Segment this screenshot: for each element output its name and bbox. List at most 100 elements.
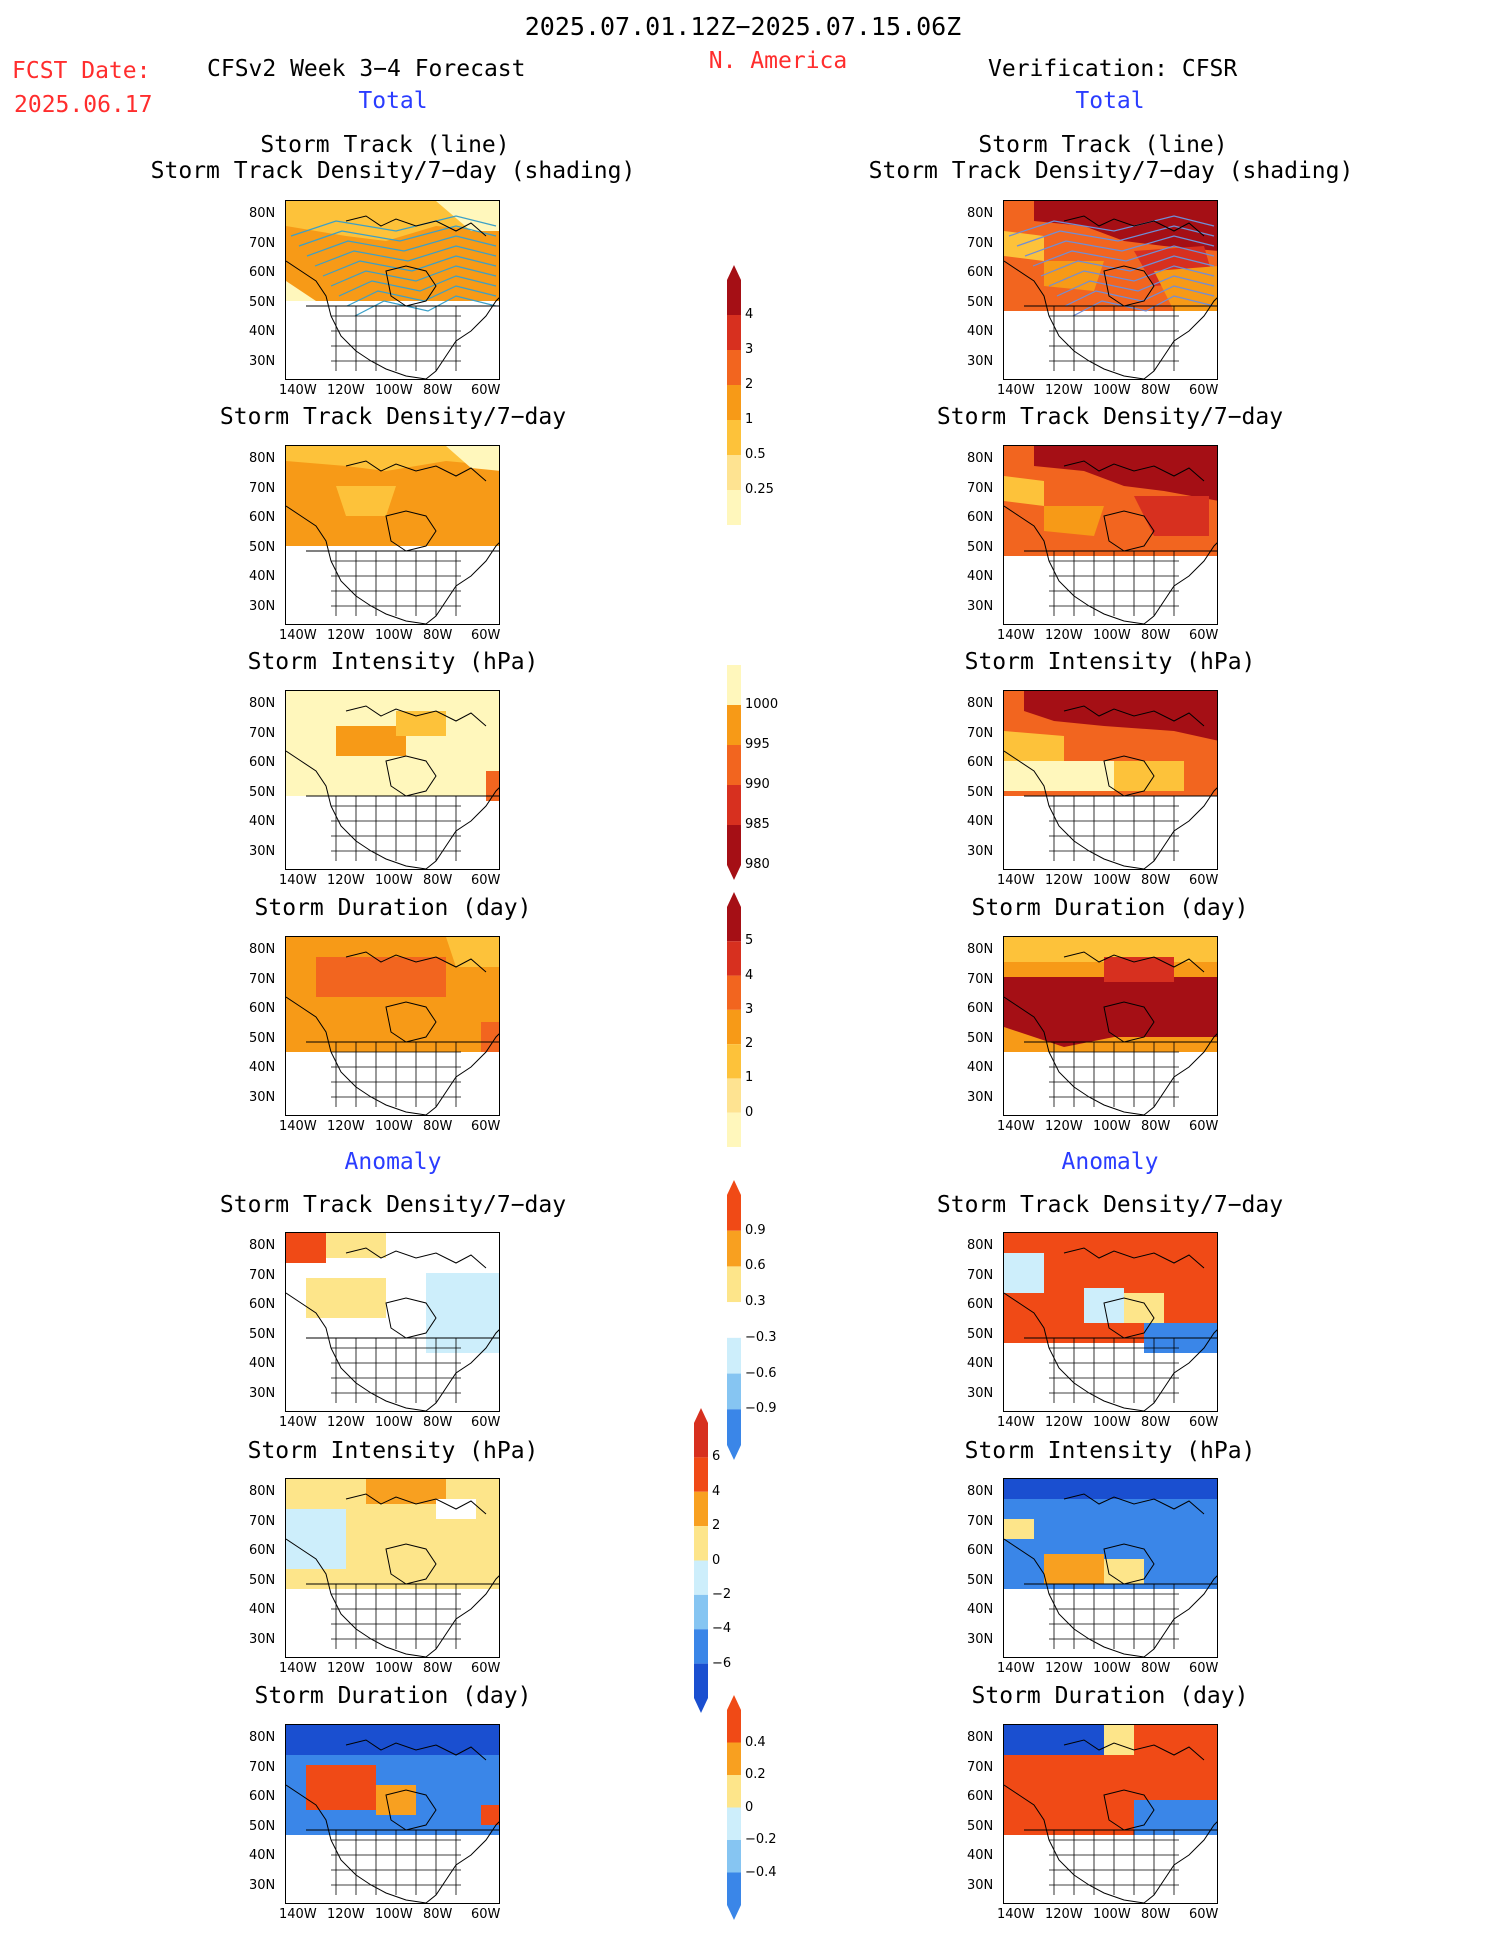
colorbar-top-arrow (727, 892, 741, 907)
colorbar-label: −0.6 (745, 1365, 777, 1381)
period-title: 2025.07.01.12Z−2025.07.15.06Z (524, 12, 962, 41)
lon-tick-label: 60W (471, 873, 501, 888)
lat-tick-label: 40N (249, 814, 276, 829)
shading-region (486, 771, 499, 801)
colorbar-segment (727, 1409, 741, 1445)
map-density-right (1003, 445, 1218, 625)
anomaly-label-right: Anomaly (1061, 1149, 1159, 1175)
left-column-title: CFSv2 Week 3−4 Forecast (207, 56, 526, 82)
shading-region (366, 1479, 446, 1504)
colorbar-label: 995 (745, 737, 770, 752)
arctic-islands (1063, 460, 1205, 482)
map-duration-left (285, 936, 500, 1116)
shading-region (396, 711, 446, 736)
colorbar-label: −0.4 (745, 1864, 777, 1880)
lat-tick-label: 70N (967, 971, 994, 987)
lat-tick-label: 40N (967, 569, 994, 584)
lat-tick-label: 60N (967, 1001, 994, 1016)
lat-tick-label: 30N (249, 1089, 276, 1105)
lon-tick-label: 140W (997, 1415, 1035, 1430)
panel-title-density-anom-right: Storm Track Density/7−day (936, 1192, 1284, 1218)
storm-track-line (1016, 225, 1215, 247)
state-boundaries (1024, 1829, 1217, 1895)
hudson-bay-outline (385, 755, 437, 797)
colorbar-bottom-arrow (727, 1905, 741, 1920)
shading-region (1104, 957, 1174, 982)
shading-region (1034, 446, 1217, 501)
lat-tick-label: 80N (249, 1238, 276, 1253)
state-boundaries (1024, 1337, 1217, 1403)
coastline (1004, 505, 1217, 624)
colorbar-segment (727, 1078, 741, 1113)
colorbar-segment (727, 907, 741, 942)
lon-tick-label: 120W (327, 628, 365, 643)
lat-tick-label: 50N (249, 294, 276, 310)
lat-tick-label: 50N (249, 784, 276, 800)
lat-tick-label: 60N (967, 510, 994, 525)
lon-tick-label: 120W (1045, 1907, 1083, 1922)
colorbar-segment (727, 1230, 741, 1267)
lat-tick-label: 40N (967, 1060, 994, 1075)
lon-tick-label: 120W (327, 1907, 365, 1922)
state-boundaries (306, 1829, 499, 1895)
panel-title-track-shading-left: Storm Track Density/7−day (shading) (150, 158, 636, 184)
panel-title-density-left: Storm Track Density/7−day (219, 404, 567, 430)
lat-tick-label: 70N (249, 725, 276, 741)
shading-region (446, 937, 499, 967)
lon-tick-label: 100W (375, 873, 413, 888)
shading-region (1004, 761, 1114, 791)
lat-tick-label: 40N (249, 1602, 276, 1617)
colorbar-label: 0.6 (745, 1258, 766, 1274)
lon-tick-label: 80W (1141, 1119, 1171, 1134)
state-boundaries (306, 1041, 499, 1107)
lon-tick-label: 80W (423, 1415, 453, 1430)
lat-tick-label: 80N (967, 206, 994, 221)
lat-tick-label: 60N (249, 1297, 276, 1312)
colorbar-label: 0.4 (745, 1734, 766, 1750)
colorbar-label: 3 (745, 342, 754, 357)
lon-tick-label: 140W (279, 1907, 317, 1922)
lat-tick-label: 50N (249, 1030, 276, 1046)
colorbar-label: −0.3 (745, 1329, 777, 1345)
lat-tick-label: 30N (967, 843, 994, 859)
colorbar-segment (727, 1710, 741, 1743)
colorbar-label: 4 (745, 967, 754, 983)
shading-region (481, 1805, 499, 1825)
lon-tick-label: 140W (997, 383, 1035, 398)
shading-region (1024, 691, 1217, 741)
lat-tick-label: 60N (967, 1789, 994, 1804)
colorbar-top-arrow (727, 265, 741, 280)
colorbar-label: 0.3 (745, 1294, 766, 1310)
lon-tick-label: 140W (997, 1907, 1035, 1922)
arctic-islands (1063, 215, 1205, 237)
shading-region (1104, 1725, 1134, 1755)
lat-tick-label: 70N (249, 480, 276, 496)
map-svg-density-left (286, 446, 499, 624)
lon-tick-label: 80W (1141, 383, 1171, 398)
lon-tick-label: 100W (1093, 1907, 1131, 1922)
colorbar-label: 0 (712, 1552, 721, 1568)
colorbar-label: 6 (712, 1449, 721, 1465)
lon-tick-label: 120W (327, 1119, 365, 1134)
colorbar-segment (727, 1044, 741, 1079)
colorbar-bottom-arrow (694, 1698, 708, 1713)
lat-tick-label: 30N (967, 1089, 994, 1105)
lon-tick-label: 100W (375, 1415, 413, 1430)
lat-tick-label: 50N (967, 1326, 994, 1342)
shading-region (286, 281, 316, 301)
lat-tick-label: 60N (249, 755, 276, 770)
colorbar-label: 0 (745, 1799, 754, 1815)
panel-title-duration-left: Storm Duration (day) (254, 895, 532, 921)
colorbar-label: 980 (745, 857, 770, 872)
lon-tick-label: 120W (1045, 1415, 1083, 1430)
colorbar-segment (727, 1266, 741, 1303)
lon-tick-label: 140W (279, 628, 317, 643)
arctic-islands (345, 215, 487, 237)
lat-tick-label: 80N (249, 1484, 276, 1499)
map-density-anom-right (1003, 1232, 1218, 1412)
map-svg-duration-left (286, 937, 499, 1115)
lat-tick-label: 30N (967, 1877, 994, 1893)
lon-tick-label: 100W (375, 628, 413, 643)
lat-tick-label: 60N (249, 510, 276, 525)
hudson-bay-outline (1103, 1543, 1155, 1585)
